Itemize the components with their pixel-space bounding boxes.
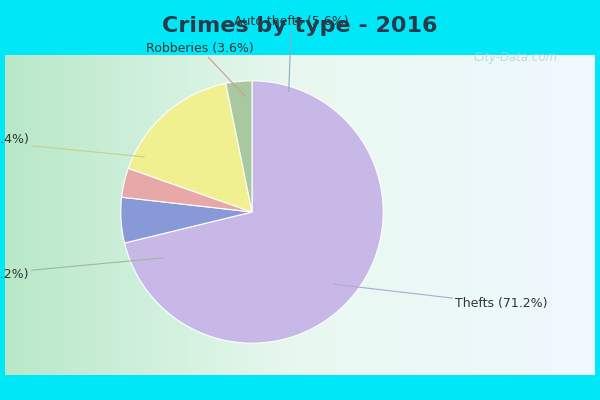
Text: Robberies (3.6%): Robberies (3.6%) bbox=[146, 42, 253, 96]
Wedge shape bbox=[121, 197, 252, 243]
Wedge shape bbox=[128, 84, 252, 212]
Text: Crimes by type - 2016: Crimes by type - 2016 bbox=[162, 16, 438, 36]
Wedge shape bbox=[226, 81, 252, 212]
Text: Thefts (71.2%): Thefts (71.2%) bbox=[334, 284, 548, 310]
Text: City-Data.com: City-Data.com bbox=[474, 52, 558, 64]
Wedge shape bbox=[125, 81, 383, 343]
Text: Auto thefts (5.6%): Auto thefts (5.6%) bbox=[234, 15, 349, 91]
Wedge shape bbox=[122, 168, 252, 212]
Text: Assaults (3.2%): Assaults (3.2%) bbox=[0, 258, 163, 282]
Text: Burglaries (16.4%): Burglaries (16.4%) bbox=[0, 133, 145, 157]
